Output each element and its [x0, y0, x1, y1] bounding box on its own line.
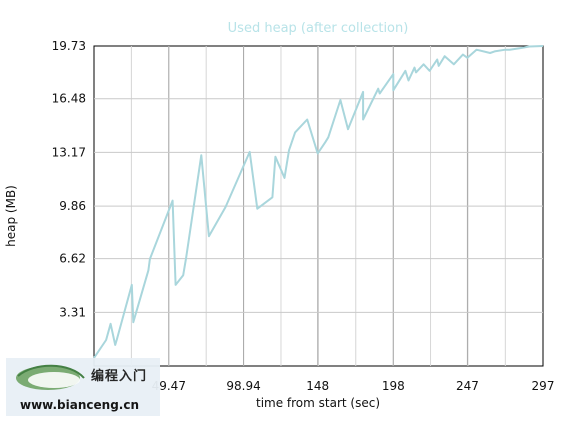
- x-tick-label: 98.94: [226, 379, 260, 393]
- watermark-logo: 编程入门 www.bianceng.cn: [6, 358, 160, 416]
- x-tick-label: 49.47: [152, 379, 186, 393]
- watermark-cn-text: 编程入门: [91, 369, 148, 384]
- x-tick-label: 247: [456, 379, 479, 393]
- x-tick-label: 148: [306, 379, 329, 393]
- grid: [94, 46, 543, 366]
- logo-swoosh-icon: [16, 364, 85, 390]
- y-axis-label: heap (MB): [4, 185, 18, 247]
- y-tick-labels: 3.31 6.62 9.86 13.17 16.48 19.73: [52, 39, 86, 319]
- x-tick-labels: 49.47 98.94 148 198 247 297: [152, 379, 555, 393]
- heap-series-line: [93, 45, 544, 359]
- y-tick-label: 3.31: [59, 305, 86, 319]
- series: [93, 45, 544, 359]
- y-tick-label: 13.17: [52, 145, 86, 159]
- x-tick-label: 297: [532, 379, 555, 393]
- y-tick-label: 19.73: [52, 39, 86, 53]
- y-tick-label: 6.62: [59, 252, 86, 266]
- x-tick-label: 198: [382, 379, 405, 393]
- chart-title: Used heap (after collection): [228, 21, 409, 36]
- y-tick-label: 16.48: [52, 92, 86, 106]
- y-tick-label: 9.86: [59, 199, 86, 213]
- watermark-url-text: www.bianceng.cn: [20, 398, 139, 412]
- x-axis-label: time from start (sec): [256, 396, 380, 410]
